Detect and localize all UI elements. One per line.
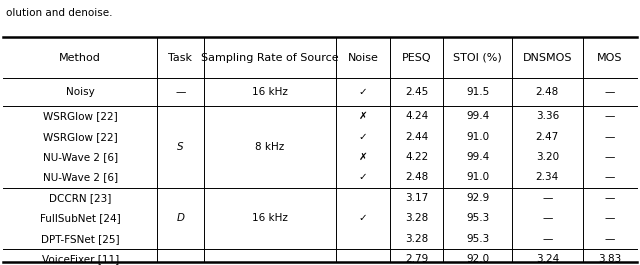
Text: WSRGlow [22]: WSRGlow [22] [43,132,118,142]
Text: 2.79: 2.79 [405,254,428,264]
Text: 2.45: 2.45 [405,87,428,97]
Text: PESQ: PESQ [402,53,431,63]
Text: —: — [605,87,615,97]
Text: DPT-FSNet [25]: DPT-FSNet [25] [41,234,120,244]
Text: —: — [605,213,615,223]
Text: ✓: ✓ [358,132,367,142]
Text: 3.28: 3.28 [405,234,428,244]
Text: 3.28: 3.28 [405,213,428,223]
Text: ✓: ✓ [358,213,367,223]
Text: —: — [542,193,552,203]
Text: —: — [605,193,615,203]
Text: 4.22: 4.22 [405,152,428,162]
Text: S: S [177,142,184,152]
Text: 95.3: 95.3 [466,234,489,244]
Text: —: — [542,213,552,223]
Text: —: — [605,111,615,121]
Text: olution and denoise.: olution and denoise. [6,8,113,18]
Text: Noisy: Noisy [66,87,95,97]
Text: 92.0: 92.0 [466,254,489,264]
Text: 95.3: 95.3 [466,213,489,223]
Text: 2.44: 2.44 [405,132,428,142]
Text: VoiceFixer [11]: VoiceFixer [11] [42,254,119,264]
Text: —: — [605,152,615,162]
Text: —: — [605,234,615,244]
Text: Method: Method [60,53,101,63]
Text: 3.24: 3.24 [536,254,559,264]
Text: NU-Wave 2 [6]: NU-Wave 2 [6] [43,152,118,162]
Text: —: — [175,87,186,97]
Text: 3.36: 3.36 [536,111,559,121]
Text: 91.0: 91.0 [466,173,489,182]
Text: ✗: ✗ [358,152,367,162]
Text: Task: Task [168,53,193,63]
Text: 16 kHz: 16 kHz [252,87,288,97]
Text: 2.34: 2.34 [536,173,559,182]
Text: 91.5: 91.5 [466,87,489,97]
Text: 4.24: 4.24 [405,111,428,121]
Text: —: — [542,234,552,244]
Text: 16 kHz: 16 kHz [252,213,288,223]
Text: DCCRN [23]: DCCRN [23] [49,193,111,203]
Text: 2.48: 2.48 [405,173,428,182]
Text: 2.48: 2.48 [536,87,559,97]
Text: WSRGlow [22]: WSRGlow [22] [43,111,118,121]
Text: Noise: Noise [348,53,378,63]
Text: FullSubNet [24]: FullSubNet [24] [40,213,120,223]
Text: ✓: ✓ [358,173,367,182]
Text: NU-Wave 2 [6]: NU-Wave 2 [6] [43,173,118,182]
Text: 2.47: 2.47 [536,132,559,142]
Text: ✓: ✓ [358,87,367,97]
Text: 99.4: 99.4 [466,152,489,162]
Text: Sampling Rate of Source: Sampling Rate of Source [201,53,339,63]
Text: 92.9: 92.9 [466,193,489,203]
Text: 99.4: 99.4 [466,111,489,121]
Text: 3.17: 3.17 [405,193,428,203]
Text: 3.20: 3.20 [536,152,559,162]
Text: ✗: ✗ [358,111,367,121]
Text: 8 kHz: 8 kHz [255,142,285,152]
Text: MOS: MOS [597,53,623,63]
Text: D: D [177,213,184,223]
Text: —: — [605,132,615,142]
Text: —: — [605,173,615,182]
Text: STOI (%): STOI (%) [453,53,502,63]
Text: DNSMOS: DNSMOS [522,53,572,63]
Text: 91.0: 91.0 [466,132,489,142]
Text: 3.83: 3.83 [598,254,621,264]
